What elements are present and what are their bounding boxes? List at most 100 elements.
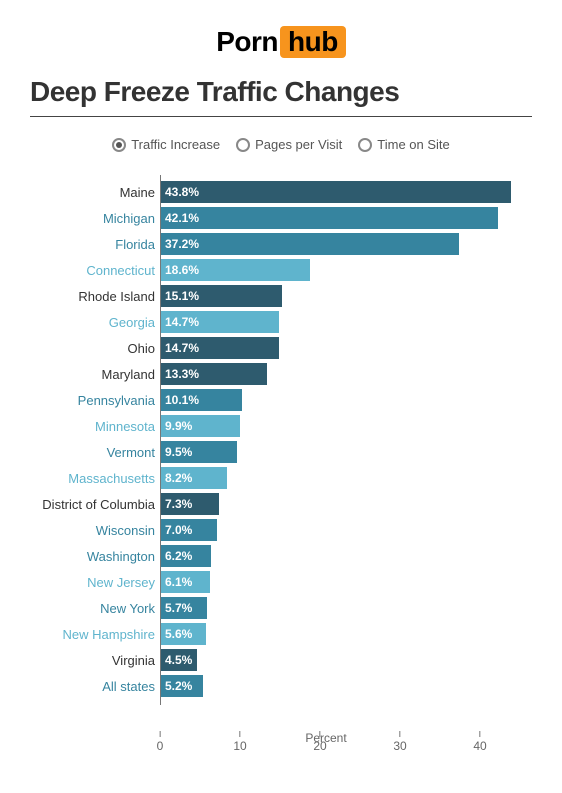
bar-value-label: 7.3%: [165, 497, 192, 511]
bar-value-label: 18.6%: [165, 263, 199, 277]
bar-row: New Jersey6.1%: [161, 571, 492, 595]
bar: 10.1%: [161, 389, 242, 411]
tick-mark: [319, 731, 320, 737]
bar: 9.5%: [161, 441, 237, 463]
bar-row: Wisconsin7.0%: [161, 519, 492, 543]
bar-row: Rhode Island15.1%: [161, 285, 492, 309]
bar-category-label: Wisconsin: [96, 519, 161, 543]
bar: 37.2%: [161, 233, 459, 255]
bar: 15.1%: [161, 285, 282, 307]
axis-tick: 0: [157, 731, 164, 753]
bar-category-label: New Jersey: [87, 571, 161, 595]
metric-option[interactable]: Time on Site: [358, 137, 450, 152]
bar: 18.6%: [161, 259, 310, 281]
tick-label: 0: [157, 739, 164, 753]
logo-text-1: Porn: [216, 26, 278, 57]
radio-icon: [358, 138, 372, 152]
bar: 6.2%: [161, 545, 211, 567]
bar-row: New Hampshire5.6%: [161, 623, 492, 647]
bar-category-label: New Hampshire: [63, 623, 161, 647]
x-axis: 403020100 Percent: [160, 731, 492, 777]
bar-category-label: Washington: [87, 545, 161, 569]
bar-value-label: 14.7%: [165, 341, 199, 355]
bar-category-label: Minnesota: [95, 415, 161, 439]
bar-value-label: 9.5%: [165, 445, 192, 459]
bar-row: Pennsylvania10.1%: [161, 389, 492, 413]
bar-row: Georgia14.7%: [161, 311, 492, 335]
bar-value-label: 6.1%: [165, 575, 192, 589]
bar-value-label: 5.7%: [165, 601, 192, 615]
bar-row: Maryland13.3%: [161, 363, 492, 387]
bar: 5.7%: [161, 597, 207, 619]
bar-value-label: 8.2%: [165, 471, 192, 485]
axis-tick: 40: [473, 731, 486, 753]
bar-category-label: Michigan: [103, 207, 161, 231]
bar-value-label: 6.2%: [165, 549, 192, 563]
radio-icon: [112, 138, 126, 152]
bar-row: Virginia4.5%: [161, 649, 492, 673]
tick-label: 40: [473, 739, 486, 753]
radio-icon: [236, 138, 250, 152]
metric-option-label: Time on Site: [377, 137, 450, 152]
bar-value-label: 42.1%: [165, 211, 199, 225]
axis-tick: 20: [313, 731, 326, 753]
bar-category-label: Connecticut: [86, 259, 161, 283]
bar: 43.8%: [161, 181, 511, 203]
metric-option-label: Pages per Visit: [255, 137, 342, 152]
metric-option-label: Traffic Increase: [131, 137, 220, 152]
bar: 42.1%: [161, 207, 498, 229]
bar-value-label: 4.5%: [165, 653, 192, 667]
bar-row: Maine43.8%: [161, 181, 492, 205]
bar-row: Connecticut18.6%: [161, 259, 492, 283]
tick-label: 20: [313, 739, 326, 753]
bar-value-label: 9.9%: [165, 419, 192, 433]
metric-selector: Traffic Increase Pages per Visit Time on S…: [30, 137, 532, 155]
bar-category-label: All states: [102, 675, 161, 699]
bar-category-label: Virginia: [112, 649, 161, 673]
metric-option[interactable]: Traffic Increase: [112, 137, 220, 152]
bar: 5.2%: [161, 675, 203, 697]
bar-value-label: 37.2%: [165, 237, 199, 251]
bar-value-label: 5.6%: [165, 627, 192, 641]
bar-category-label: District of Columbia: [42, 493, 161, 517]
bar-value-label: 7.0%: [165, 523, 192, 537]
tick-label: 10: [233, 739, 246, 753]
bar-value-label: 14.7%: [165, 315, 199, 329]
bar-category-label: Massachusetts: [68, 467, 161, 491]
bar: 14.7%: [161, 337, 279, 359]
bar-row: All states5.2%: [161, 675, 492, 699]
bar: 7.3%: [161, 493, 219, 515]
tick-label: 30: [393, 739, 406, 753]
tick-mark: [239, 731, 240, 737]
brand-logo: Pornhub: [30, 26, 532, 58]
bar-row: Florida37.2%: [161, 233, 492, 257]
bar-category-label: Maryland: [102, 363, 161, 387]
bar-value-label: 13.3%: [165, 367, 199, 381]
metric-option[interactable]: Pages per Visit: [236, 137, 342, 152]
bar-value-label: 5.2%: [165, 679, 192, 693]
bar: 9.9%: [161, 415, 240, 437]
bar: 14.7%: [161, 311, 279, 333]
bar-row: Ohio14.7%: [161, 337, 492, 361]
axis-tick: 10: [233, 731, 246, 753]
bar: 8.2%: [161, 467, 227, 489]
bar-value-label: 43.8%: [165, 185, 199, 199]
bar: 6.1%: [161, 571, 210, 593]
bar-category-label: New York: [100, 597, 161, 621]
bar-row: New York5.7%: [161, 597, 492, 621]
logo-text-2: hub: [280, 26, 346, 58]
bar-row: Vermont9.5%: [161, 441, 492, 465]
tick-mark: [160, 731, 161, 737]
bar-row: Minnesota9.9%: [161, 415, 492, 439]
bar-row: District of Columbia7.3%: [161, 493, 492, 517]
bar: 13.3%: [161, 363, 267, 385]
axis-tick: 30: [393, 731, 406, 753]
bar-row: Massachusetts8.2%: [161, 467, 492, 491]
bar-category-label: Florida: [115, 233, 161, 257]
bar-category-label: Maine: [120, 181, 161, 205]
bar-row: Michigan42.1%: [161, 207, 492, 231]
bar-category-label: Georgia: [109, 311, 161, 335]
tick-mark: [479, 731, 480, 737]
page-title: Deep Freeze Traffic Changes: [30, 76, 532, 117]
bar-category-label: Rhode Island: [78, 285, 161, 309]
